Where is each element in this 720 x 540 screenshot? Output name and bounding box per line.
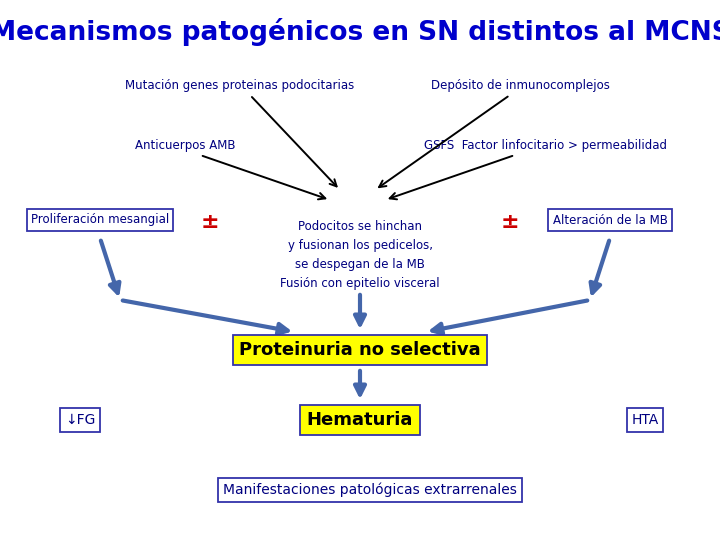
Text: Mutación genes proteinas podocitarias: Mutación genes proteinas podocitarias: [125, 78, 355, 91]
Text: ±: ±: [500, 212, 519, 232]
Text: M: M: [10, 29, 11, 30]
Text: HTA: HTA: [631, 413, 659, 427]
Text: ↓FG: ↓FG: [65, 413, 95, 427]
Text: Alteración de la MB: Alteración de la MB: [552, 213, 667, 226]
Text: Hematuria: Hematuria: [307, 411, 413, 429]
Text: Podocitos se hinchan
y fusionan los pedicelos,
se despegan de la MB
Fusión con e: Podocitos se hinchan y fusionan los pedi…: [280, 220, 440, 290]
Text: Mecanismos patogénicos en SN distintos al MCNS: Mecanismos patogénicos en SN distintos a…: [0, 18, 720, 46]
Text: GSFS  Factor linfocitario > permeabilidad: GSFS Factor linfocitario > permeabilidad: [423, 138, 667, 152]
Text: ±: ±: [201, 212, 220, 232]
Text: Proteinuria no selectiva: Proteinuria no selectiva: [239, 341, 481, 359]
Text: Proliferación mesangial: Proliferación mesangial: [31, 213, 169, 226]
Text: Depósito de inmunocomplejos: Depósito de inmunocomplejos: [431, 78, 609, 91]
Text: Manifestaciones patológicas extrarrenales: Manifestaciones patológicas extrarrenale…: [223, 483, 517, 497]
Text: Anticuerpos AMB: Anticuerpos AMB: [135, 138, 235, 152]
